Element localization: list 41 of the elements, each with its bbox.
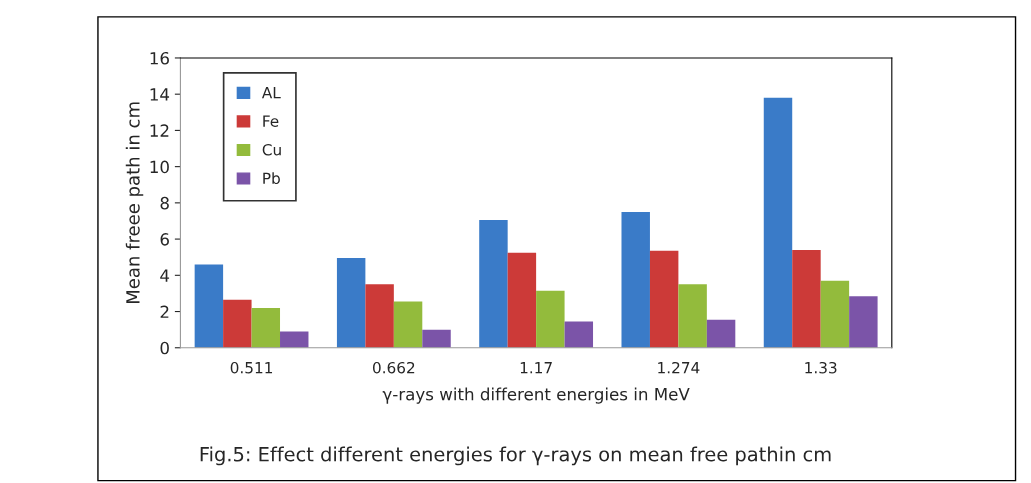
y-tick-label: 2 (160, 305, 169, 318)
bar (649, 250, 679, 348)
y-axis-title: Mean freee path in cm (125, 102, 144, 304)
legend-label: Fe (263, 115, 279, 127)
y-tick-label: 16 (150, 51, 169, 65)
y-tick-label: 6 (160, 233, 169, 246)
x-tick-label: 1.17 (520, 362, 552, 374)
y-tick-label: 12 (150, 124, 169, 137)
x-tick-label: 0.511 (230, 361, 273, 374)
bar (280, 331, 309, 348)
bar (479, 220, 508, 348)
y-tick-label: 4 (160, 269, 170, 282)
y-tick-label: 0 (160, 341, 169, 355)
bar (393, 301, 423, 348)
bar (422, 329, 451, 348)
bar (536, 290, 565, 348)
bar (706, 319, 736, 348)
y-tick-label: 10 (150, 160, 169, 174)
bar (336, 258, 366, 348)
legend-label: Cu (262, 143, 281, 156)
y-tick-label: 14 (150, 88, 170, 101)
bar (820, 280, 850, 348)
bar (678, 284, 707, 348)
bar (621, 211, 650, 348)
bar (849, 296, 878, 348)
x-tick-label: 0.662 (372, 361, 415, 374)
bar (507, 252, 537, 348)
x-axis-title: γ-rays with different energies in MeV (382, 387, 690, 404)
bar (251, 307, 281, 348)
legend-label: Pb (263, 172, 280, 185)
legend-label: AL (261, 87, 281, 99)
bar (792, 249, 821, 348)
y-tick-label: 8 (160, 196, 169, 210)
bar (365, 284, 394, 348)
bar (223, 299, 252, 348)
x-tick-label: 1.33 (805, 361, 837, 374)
bar (564, 321, 594, 348)
bar (763, 97, 793, 348)
bar (194, 264, 224, 348)
x-tick-label: 1.274 (658, 361, 700, 374)
caption: Fig.5: Effect different energies for γ-rays on mean free pathin cm (200, 446, 831, 466)
